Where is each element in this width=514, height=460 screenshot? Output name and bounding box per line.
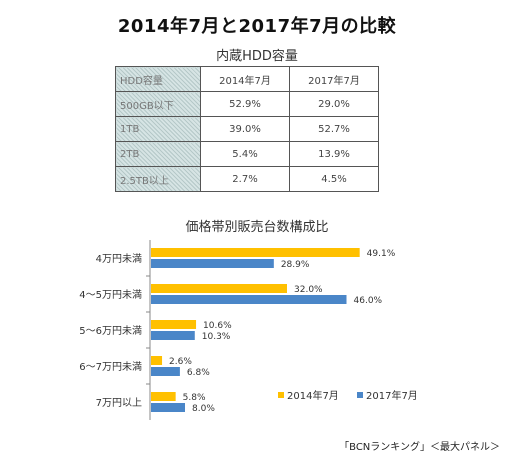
legend-swatch	[357, 392, 363, 398]
data-label: 46.0%	[354, 296, 383, 306]
table-title: 内蔵HDD容量	[216, 49, 298, 64]
table-header-cell: 2017年7月	[289, 66, 379, 92]
page-title: 2014年7月と2017年7月の比較	[117, 16, 397, 37]
category-label: 4～5万円未満	[79, 289, 142, 301]
category-label: 7万円以上	[96, 397, 142, 409]
chart-title: 価格帯別販売台数構成比	[185, 220, 329, 235]
data-label: 28.9%	[281, 260, 310, 270]
category-label: 4万円未満	[96, 253, 142, 265]
table-row-label: 2.5TB以上	[115, 166, 201, 192]
legend-label: 2017年7月	[366, 389, 418, 402]
data-label: 49.1%	[367, 249, 396, 259]
table-cell: 2.7%	[200, 166, 290, 192]
category-label: 5～6万円未満	[79, 325, 142, 337]
table-cell: 13.9%	[289, 141, 379, 167]
bar	[151, 367, 180, 376]
legend-label: 2014年7月	[287, 389, 339, 402]
bar	[151, 248, 360, 257]
table-header-row: HDD容量 2014年7月 2017年7月	[115, 66, 379, 92]
data-label: 32.0%	[294, 285, 323, 295]
bar	[151, 392, 176, 401]
data-label: 8.0%	[192, 404, 215, 414]
bar	[151, 403, 185, 412]
bar	[151, 284, 287, 293]
table-row: 500GB以下 52.9% 29.0%	[115, 91, 379, 117]
table-row: 2.5TB以上 2.7% 4.5%	[115, 166, 379, 192]
source-footer: 「BCNランキング」＜最大パネル＞	[339, 442, 500, 453]
legend-swatch	[278, 392, 284, 398]
table-row: 1TB 39.0% 52.7%	[115, 116, 379, 142]
bar	[151, 331, 195, 340]
table-row-label: 1TB	[115, 116, 201, 142]
data-label: 2.6%	[169, 357, 192, 367]
category-label: 6～7万円未満	[79, 361, 142, 373]
bar	[151, 320, 197, 329]
table-cell: 4.5%	[289, 166, 379, 192]
bar	[151, 356, 163, 365]
bar	[151, 295, 347, 304]
data-label: 6.8%	[187, 368, 210, 378]
data-label: 5.8%	[183, 393, 206, 403]
hdd-capacity-table: HDD容量 2014年7月 2017年7月 500GB以下 52.9% 29.0…	[115, 66, 379, 192]
bar	[151, 259, 274, 268]
table-cell: 39.0%	[200, 116, 290, 142]
data-label: 10.6%	[203, 321, 232, 331]
data-label: 10.3%	[202, 332, 231, 342]
